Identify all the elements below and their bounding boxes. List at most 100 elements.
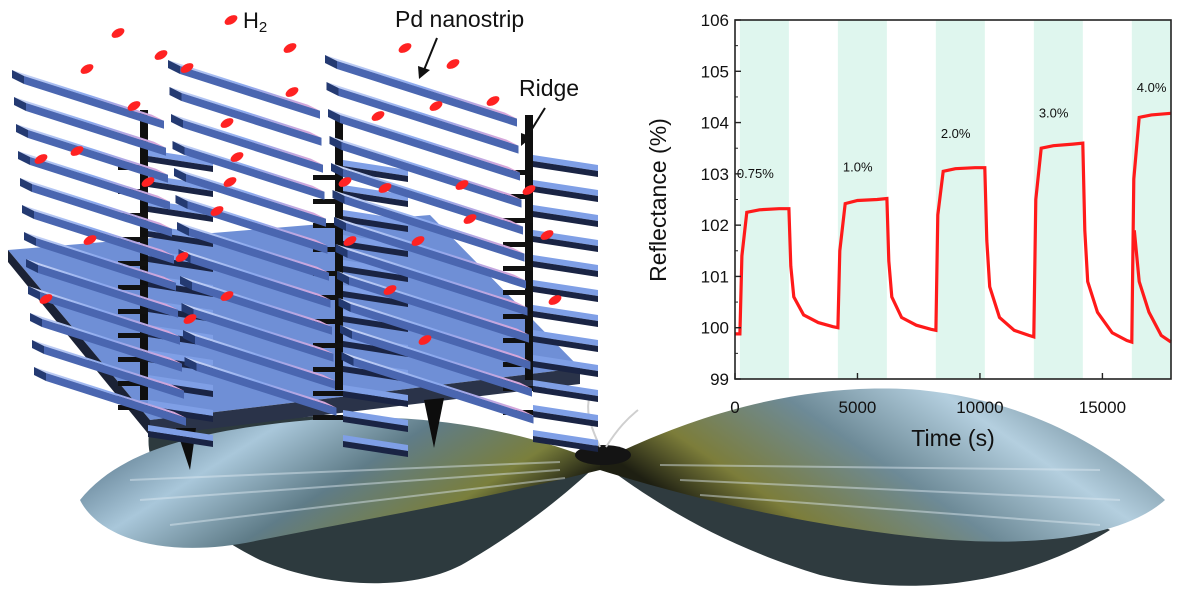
rib-crossbar [313, 175, 343, 180]
h2-molecule [522, 185, 536, 195]
lamella-front [28, 130, 168, 183]
reflectance-line [735, 111, 1172, 345]
y-tick-label: 102 [701, 216, 729, 235]
support-spike-2 [424, 398, 444, 448]
h2-molecule [285, 87, 299, 97]
h2-molecule [111, 28, 125, 38]
lamella-right-edge [148, 431, 213, 447]
lamella-right-edge [533, 436, 598, 452]
lamella-right [343, 185, 408, 201]
x-axis-label: Time (s) [911, 425, 994, 451]
pd-nanostrip-arrow [418, 37, 438, 79]
lamella-right [533, 205, 598, 221]
h2-molecule [463, 214, 477, 224]
lamella-front [38, 265, 178, 318]
pd-nanostrip [171, 114, 323, 165]
lamella-front [184, 147, 325, 200]
lamella-front [36, 238, 176, 291]
lamella-right [533, 180, 598, 196]
lamella-side [14, 97, 26, 111]
x-tick-label: 0 [730, 398, 739, 417]
lamella-right [533, 280, 598, 296]
pd-nanostrip [34, 367, 186, 418]
h2-molecule [429, 101, 443, 111]
exposure-label: 2.0% [941, 126, 971, 141]
lamella-right-edge [343, 266, 408, 282]
lamella-front [349, 277, 529, 343]
pd-nanostrip [329, 136, 522, 200]
h2-exposure-band [1131, 20, 1171, 379]
pd-nanostrip [326, 82, 519, 146]
h2-molecule [154, 50, 168, 60]
y-tick-label: 103 [701, 165, 729, 184]
lamella-right-edge [533, 236, 598, 252]
lamella-front [340, 115, 520, 181]
lamella-front [34, 211, 174, 264]
pd-nanostrip [32, 340, 184, 391]
h2-molecule [486, 96, 500, 106]
pd-nanostrip [184, 357, 337, 408]
lamella-right-edge [533, 336, 598, 352]
pd-nanostrip [22, 205, 174, 256]
rib-crossbar [118, 357, 148, 362]
lamella-side [328, 109, 340, 123]
lamella-front [42, 319, 182, 372]
lamella-right [343, 210, 408, 226]
lamella-right [533, 155, 598, 171]
lamella-front [338, 88, 519, 154]
rib-crossbar [313, 391, 343, 396]
ridges-group [12, 55, 598, 457]
lamella-right [148, 375, 213, 391]
pd-nanostrip [16, 124, 168, 175]
lamella-right-edge [533, 311, 598, 327]
ridge-rib [140, 110, 148, 400]
lamella-front [46, 373, 186, 426]
rib-crossbar [503, 314, 533, 319]
h2-molecule [418, 335, 432, 345]
lamella-right [533, 305, 598, 321]
h2-molecule [371, 111, 385, 121]
rib-crossbar [118, 237, 148, 242]
rib-crossbar [503, 242, 533, 247]
lamella-front [187, 201, 328, 254]
reflectance-chart: 0.75% 1.0% 2.0% 3.0% 4.0% 99 100 101 102 103 104 1… [645, 11, 1172, 451]
lamella-front [26, 103, 166, 156]
x-tick-label: 5000 [839, 398, 877, 417]
y-tick-label: 104 [701, 114, 729, 133]
pd-nanostrip [20, 178, 172, 229]
lamella-side [183, 330, 195, 344]
h2-molecule [183, 314, 197, 324]
rib-crossbar [313, 199, 343, 204]
pd-nanostrip [177, 222, 329, 273]
pd-nanostrip [14, 97, 166, 148]
h2-molecule [411, 236, 425, 246]
pd-nanostrip [340, 325, 532, 389]
h2-molecule [210, 206, 224, 216]
h2-molecule [220, 291, 234, 301]
h2-molecule [283, 43, 297, 53]
lamella-right-edge [148, 181, 213, 197]
ridge-rib [525, 115, 533, 380]
lamella-side [180, 276, 192, 290]
pd-nanostrip [335, 244, 528, 308]
lamella-front [190, 255, 331, 308]
ridge-rib [335, 120, 343, 390]
exposure-label: 4.0% [1137, 80, 1167, 95]
lamella-right-edge [343, 441, 408, 457]
exposure-label: 1.0% [843, 159, 873, 174]
lamella-side [28, 286, 40, 300]
h2-legend-label: H [243, 8, 259, 33]
h2-molecule [548, 295, 562, 305]
h2-molecule [83, 235, 97, 245]
lamella-right-edge [343, 391, 408, 407]
lamella-front [180, 66, 320, 119]
lamella-front [24, 76, 164, 129]
lamella-right-edge [148, 156, 213, 172]
h2-molecule [455, 180, 469, 190]
lamella-right [533, 380, 598, 396]
lamella-right [343, 385, 408, 401]
lamella-front [40, 292, 180, 345]
lamella-side [30, 313, 42, 327]
y-tick-label: 100 [701, 319, 729, 338]
